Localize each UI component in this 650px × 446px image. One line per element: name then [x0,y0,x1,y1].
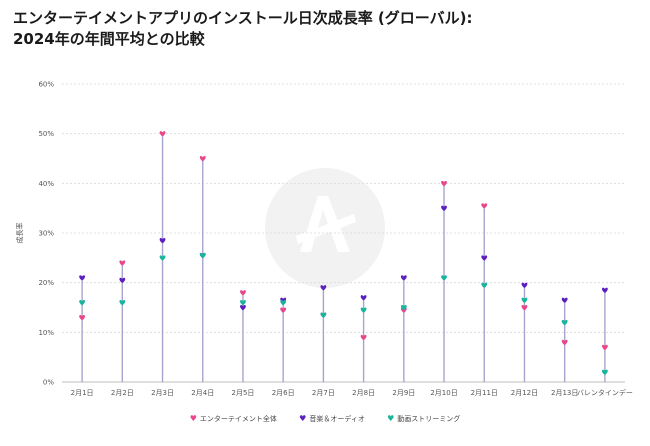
data-point [561,319,568,326]
data-point [280,307,287,313]
x-tick-label: 2月11日 [471,389,498,397]
y-tick-label: 50% [38,130,54,138]
data-point [159,131,166,137]
x-tick-label: 2月9日 [392,389,415,397]
data-point [240,290,246,296]
y-tick-label: 60% [38,81,54,89]
gridlines [62,83,625,383]
x-tick-label: 2月13日 [551,389,578,397]
y-axis-title: 成長率 [15,223,24,244]
x-tick-label: 2月8日 [352,389,375,397]
y-tick-label: 30% [38,230,54,238]
data-point [521,297,528,303]
data-point [159,255,166,261]
data-point [561,297,568,303]
legend-label: エンターテイメント全体 [199,415,277,423]
x-tick-label: バレンタインデー [577,388,633,397]
chart-title-line-2: 2024年の年間平均との比較 [13,30,205,48]
legend-label: 動画ストリーミング [397,415,461,423]
heart-icon: ♥ [189,414,197,423]
data-point [320,312,327,318]
chart-title-line-1: エンターテイメントアプリのインストール日次成長率 (グローバル): [13,9,473,27]
data-point [360,295,367,301]
y-tick-label: 40% [38,180,54,188]
data-point [199,156,206,162]
x-tick-label: 2月1日 [71,389,94,397]
x-tick-label: 2月4日 [191,389,214,397]
data-point [441,275,447,281]
data-point [441,205,447,212]
heart-icon: ♥ [299,414,307,423]
data-point [360,307,367,313]
x-tick-label: 2月5日 [232,389,255,397]
y-tick-label: 20% [38,279,54,287]
data-point [521,305,528,311]
data-point [119,260,126,266]
x-tick-label: 2月3日 [151,389,174,397]
data-point [119,300,126,306]
legend-item-music-audio: ♥ 音楽＆オーディオ [299,414,365,424]
data-point [601,344,608,351]
legend-item-entertainment: ♥ エンターテイメント全体 [190,414,277,424]
x-tick-label: 2月10日 [430,389,457,397]
data-point [240,305,246,311]
y-tick-label: 0% [43,379,54,387]
data-point [119,277,126,284]
data-point [320,285,327,291]
data-point [240,300,246,306]
data-point [601,287,608,293]
watermark-logo [265,168,385,288]
data-point [481,255,488,261]
data-point [159,237,166,244]
data-point [280,300,287,306]
data-point [199,252,206,259]
legend-item-video-streaming: ♥ 動画ストリーミング [387,414,460,424]
data-point [79,300,86,306]
data-point [481,282,488,289]
x-axis-tick-labels: 2月1日 2月2日 2月3日 2月4日 2月5日 2月6日 2月7日 2月8日 2月9日 2月10… [71,388,633,397]
y-tick-label: 10% [38,329,54,337]
data-point [481,203,488,209]
data-point [79,275,86,281]
data-point [400,305,407,311]
x-tick-label: 2月7日 [312,389,335,397]
legend: ♥ エンターテイメント全体 ♥ 音楽＆オーディオ ♥ 動画ストリーミング [0,414,650,424]
heart-icon: ♥ [387,414,395,423]
data-point [79,314,86,321]
x-tick-label: 2月12日 [511,389,538,397]
data-point [561,339,568,346]
data-point [441,180,447,187]
legend-label: 音楽＆オーディオ [309,415,365,423]
x-tick-label: 2月2日 [111,389,134,397]
data-point [360,334,367,341]
chart-title: エンターテイメントアプリのインストール日次成長率 (グローバル): 2024年の… [13,8,643,50]
data-point [400,275,407,281]
y-axis-tick-labels: 0% 10% 20% 30% 40% 50% 60% [38,81,54,387]
data-point [521,282,528,289]
data-points [79,131,608,375]
x-tick-label: 2月6日 [272,389,295,397]
data-point [601,369,608,375]
